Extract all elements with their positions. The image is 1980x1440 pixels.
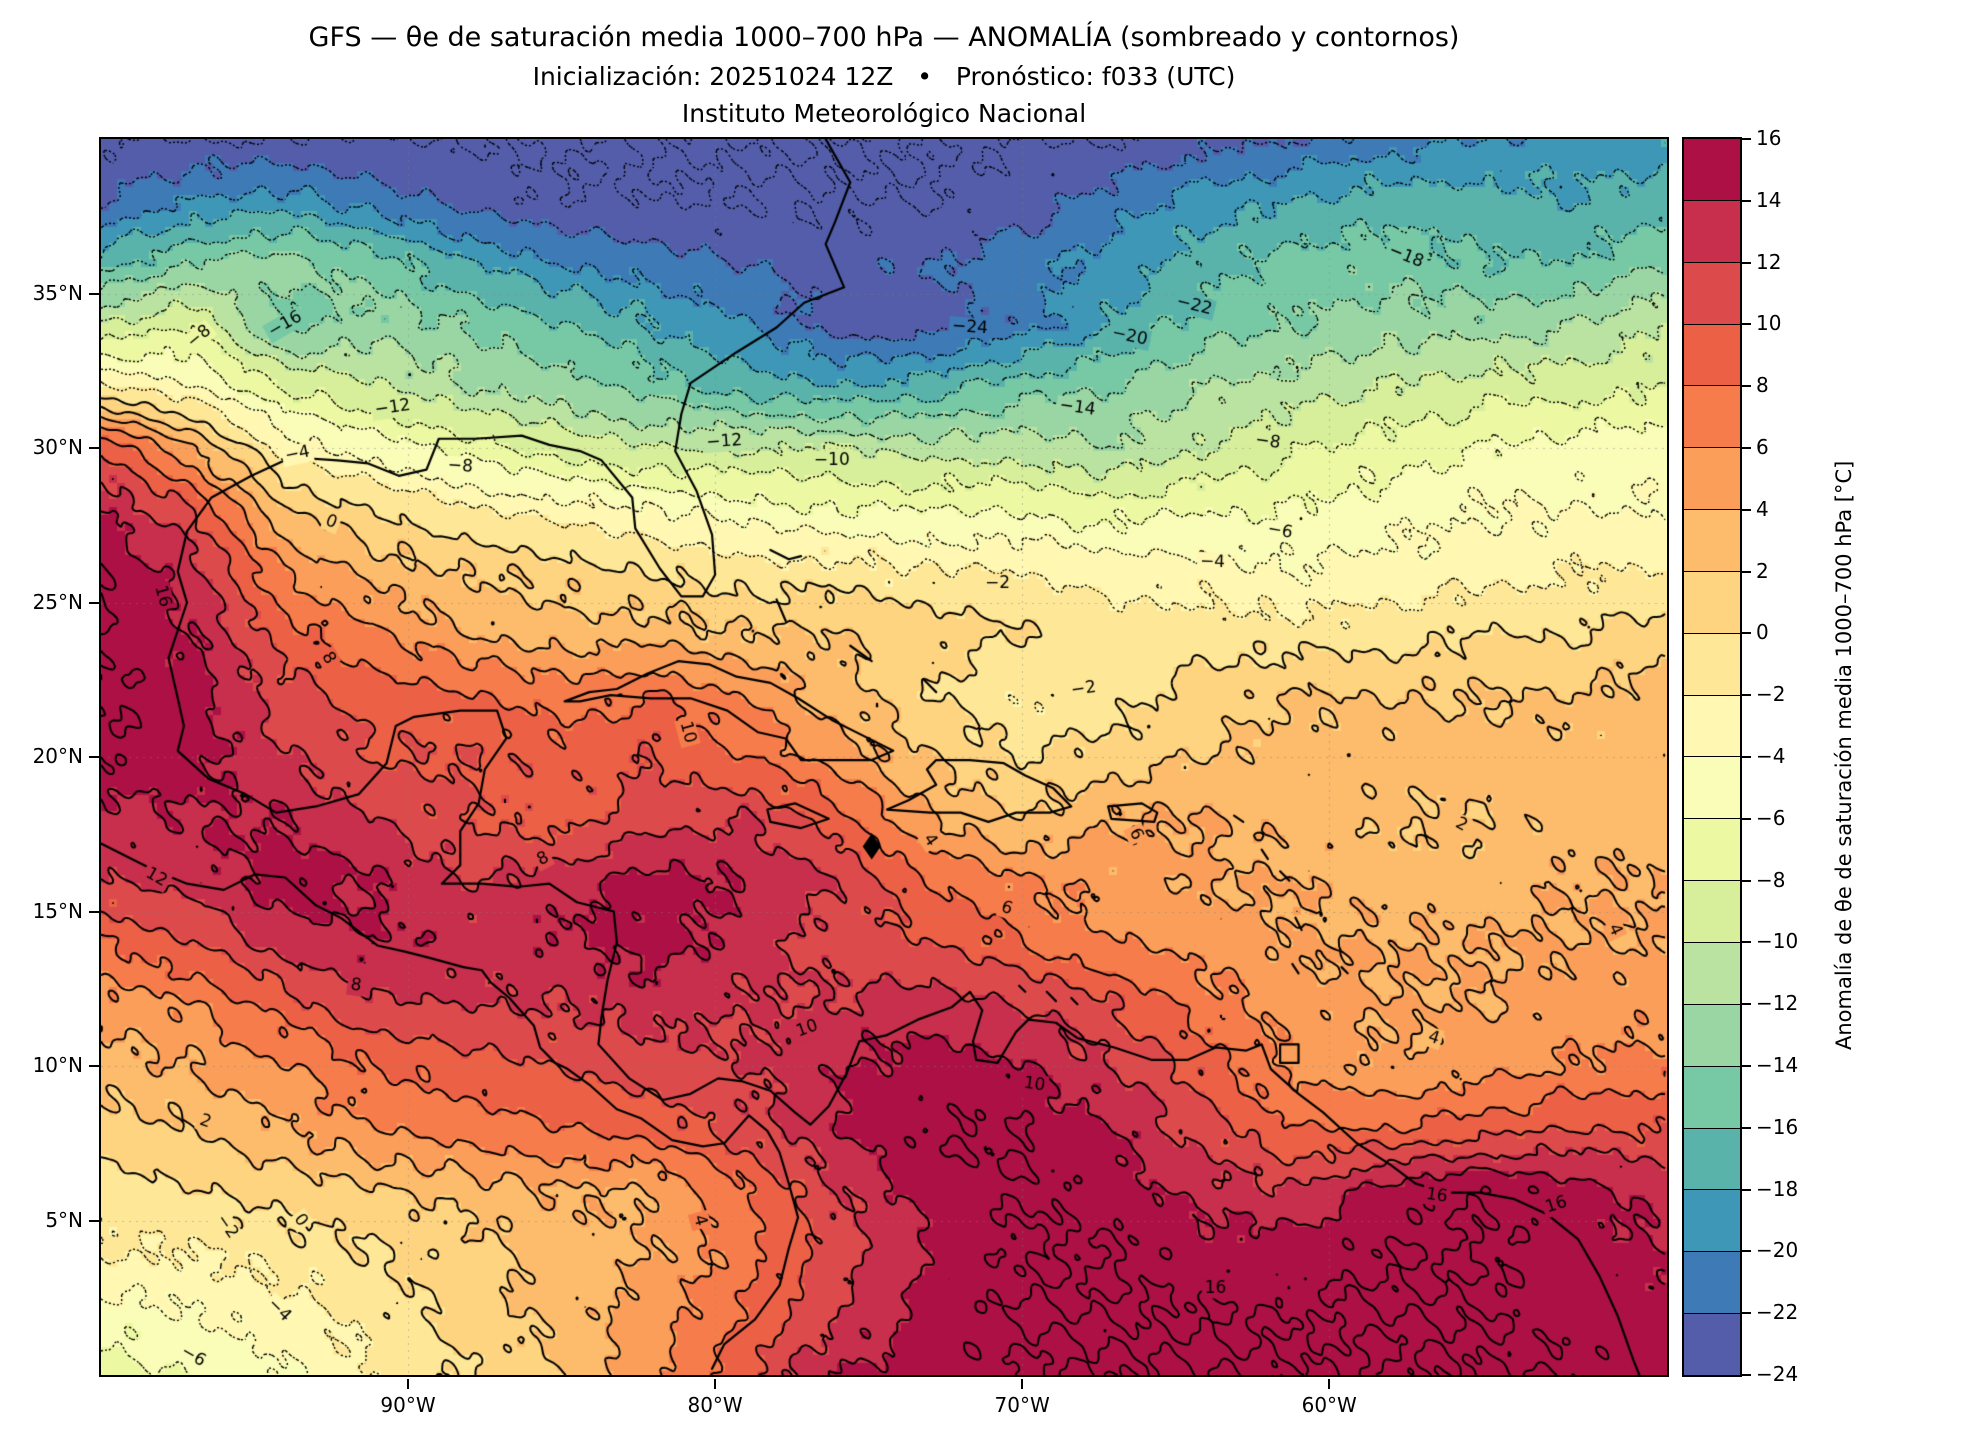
colorbar-tick-mark — [1742, 632, 1751, 635]
colorbar-band — [1684, 880, 1740, 942]
colorbar-band — [1684, 694, 1740, 757]
colorbar-tick-label: 0 — [1756, 620, 1769, 645]
colorbar-tick-label: 4 — [1756, 496, 1769, 521]
x-tick-label: 70°W — [994, 1393, 1050, 1417]
colorbar-tick-label: 2 — [1756, 558, 1769, 583]
colorbar-band — [1684, 1251, 1740, 1314]
colorbar-band — [1684, 1003, 1740, 1066]
colorbar-tick-mark — [1742, 756, 1751, 758]
colorbar-band — [1684, 199, 1740, 262]
colorbar-tick-mark — [1742, 385, 1751, 388]
colorbar-tick-label: 6 — [1756, 435, 1769, 459]
colorbar-band — [1684, 570, 1740, 633]
x-tick-mark — [1021, 1379, 1024, 1389]
y-tick-mark — [89, 447, 99, 449]
x-tick-label: 60°W — [1301, 1393, 1357, 1417]
y-tick-label: 10°N — [32, 1053, 83, 1077]
colorbar-band — [1684, 261, 1740, 324]
colorbar-tick-label: −22 — [1756, 1300, 1799, 1325]
colorbar-tick-label: −16 — [1756, 1114, 1799, 1139]
colorbar-band — [1684, 323, 1740, 386]
colorbar-tick-label: −12 — [1756, 991, 1799, 1016]
colorbar-tick-mark — [1742, 694, 1751, 697]
colorbar-tick-label: −8 — [1756, 867, 1786, 892]
y-tick-label: 5°N — [45, 1207, 83, 1232]
colorbar-tick-label: 12 — [1756, 249, 1782, 274]
colorbar-tick-mark — [1742, 1250, 1751, 1253]
y-tick-mark — [89, 1065, 99, 1067]
colorbar-band — [1684, 139, 1740, 200]
colorbar-band — [1684, 756, 1740, 819]
colorbar-tick-mark — [1742, 199, 1751, 202]
y-tick-label: 30°N — [32, 435, 83, 459]
y-tick-mark — [89, 1219, 99, 1222]
anomaly-map-canvas — [101, 139, 1667, 1375]
colorbar-tick-mark — [1742, 879, 1751, 882]
colorbar-tick-mark — [1742, 1312, 1751, 1315]
colorbar-tick-mark — [1742, 508, 1751, 511]
y-tick-label: 15°N — [32, 898, 83, 923]
colorbar-tick-label: −2 — [1756, 682, 1786, 707]
colorbar-tick-mark — [1742, 1374, 1751, 1376]
colorbar-tick-mark — [1742, 1065, 1751, 1067]
x-tick-mark — [714, 1379, 717, 1389]
colorbar-band — [1684, 941, 1740, 1004]
colorbar-tick-label: −6 — [1756, 805, 1786, 830]
colorbar — [1682, 137, 1742, 1377]
y-tick-mark — [89, 601, 99, 604]
y-tick-label: 25°N — [32, 589, 83, 614]
colorbar-tick-mark — [1742, 138, 1751, 140]
colorbar-tick-label: −10 — [1756, 929, 1799, 954]
colorbar-tick-mark — [1742, 261, 1751, 264]
colorbar-tick-mark — [1742, 570, 1751, 573]
y-tick-mark — [89, 910, 99, 913]
colorbar-band — [1684, 1127, 1740, 1190]
colorbar-tick-label: 14 — [1756, 187, 1782, 212]
colorbar-tick-mark — [1742, 1188, 1751, 1191]
colorbar-band — [1684, 1313, 1740, 1375]
colorbar-tick-label: 16 — [1756, 126, 1782, 150]
x-tick-mark — [407, 1379, 410, 1389]
colorbar-tick-mark — [1742, 1003, 1751, 1006]
colorbar-tick-label: −14 — [1756, 1053, 1799, 1077]
chart-subtitle-init-forecast: Inicialización: 20251024 12Z • Pronóstic… — [532, 62, 1236, 91]
colorbar-tick-label: 8 — [1756, 373, 1769, 398]
colorbar-tick-label: −24 — [1756, 1362, 1799, 1386]
colorbar-band — [1684, 632, 1740, 695]
y-tick-mark — [89, 292, 99, 295]
y-tick-label: 35°N — [32, 280, 83, 305]
colorbar-tick-label: −4 — [1756, 744, 1786, 768]
colorbar-tick-label: −18 — [1756, 1176, 1799, 1201]
colorbar-tick-mark — [1742, 1126, 1751, 1129]
colorbar-band — [1684, 385, 1740, 448]
colorbar-band — [1684, 447, 1740, 510]
x-tick-label: 90°W — [380, 1393, 436, 1417]
colorbar-tick-mark — [1742, 817, 1751, 820]
chart-title: GFS — θe de saturación media 1000–700 hP… — [308, 22, 1460, 53]
colorbar-band — [1684, 1189, 1740, 1252]
colorbar-tick-label: 10 — [1756, 311, 1782, 336]
y-tick-mark — [89, 756, 99, 758]
colorbar-band — [1684, 509, 1740, 571]
colorbar-band — [1684, 818, 1740, 881]
x-tick-label: 80°W — [687, 1393, 743, 1417]
map-plot-area — [99, 137, 1669, 1377]
colorbar-tick-mark — [1742, 941, 1751, 944]
x-tick-mark — [1328, 1379, 1331, 1389]
colorbar-tick-mark — [1742, 447, 1751, 449]
colorbar-bands — [1684, 139, 1740, 1375]
chart-subtitle-institution: Instituto Meteorológico Nacional — [681, 99, 1087, 128]
colorbar-tick-label: −20 — [1756, 1238, 1799, 1263]
colorbar-tick-mark — [1742, 323, 1751, 326]
colorbar-band — [1684, 1065, 1740, 1128]
colorbar-label: Anomalía de θe de saturación media 1000–… — [1832, 460, 1856, 1050]
y-tick-label: 20°N — [32, 744, 83, 768]
